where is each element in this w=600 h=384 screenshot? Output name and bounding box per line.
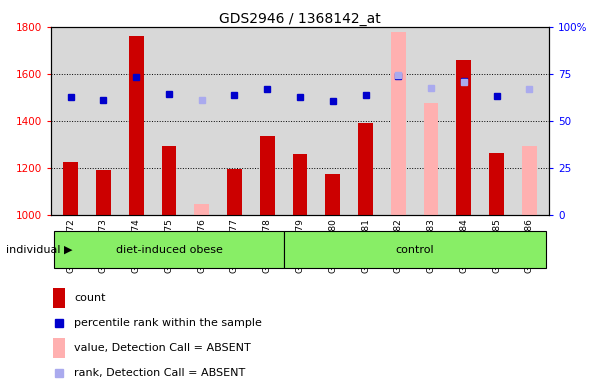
Bar [293,154,307,215]
Text: count: count [74,293,106,303]
Bar [129,36,143,215]
Text: diet-induced obese: diet-induced obese [116,245,223,255]
Bar [260,136,275,215]
Bar [53,288,65,308]
Bar [489,153,504,215]
Bar [325,174,340,215]
Text: value, Detection Call = ABSENT: value, Detection Call = ABSENT [74,343,251,353]
Bar [424,103,439,215]
Bar [63,162,78,215]
Bar [391,31,406,215]
Text: percentile rank within the sample: percentile rank within the sample [74,318,262,328]
Bar [194,204,209,215]
Bar [53,338,65,358]
Bar [358,123,373,215]
Text: rank, Detection Call = ABSENT: rank, Detection Call = ABSENT [74,368,245,378]
Text: control: control [395,245,434,255]
FancyBboxPatch shape [54,231,284,268]
Bar [96,170,111,215]
FancyBboxPatch shape [284,231,546,268]
Bar [161,146,176,215]
Bar [522,146,537,215]
Bar [227,169,242,215]
Text: individual ▶: individual ▶ [6,245,73,255]
Bar [457,60,471,215]
Title: GDS2946 / 1368142_at: GDS2946 / 1368142_at [219,12,381,26]
